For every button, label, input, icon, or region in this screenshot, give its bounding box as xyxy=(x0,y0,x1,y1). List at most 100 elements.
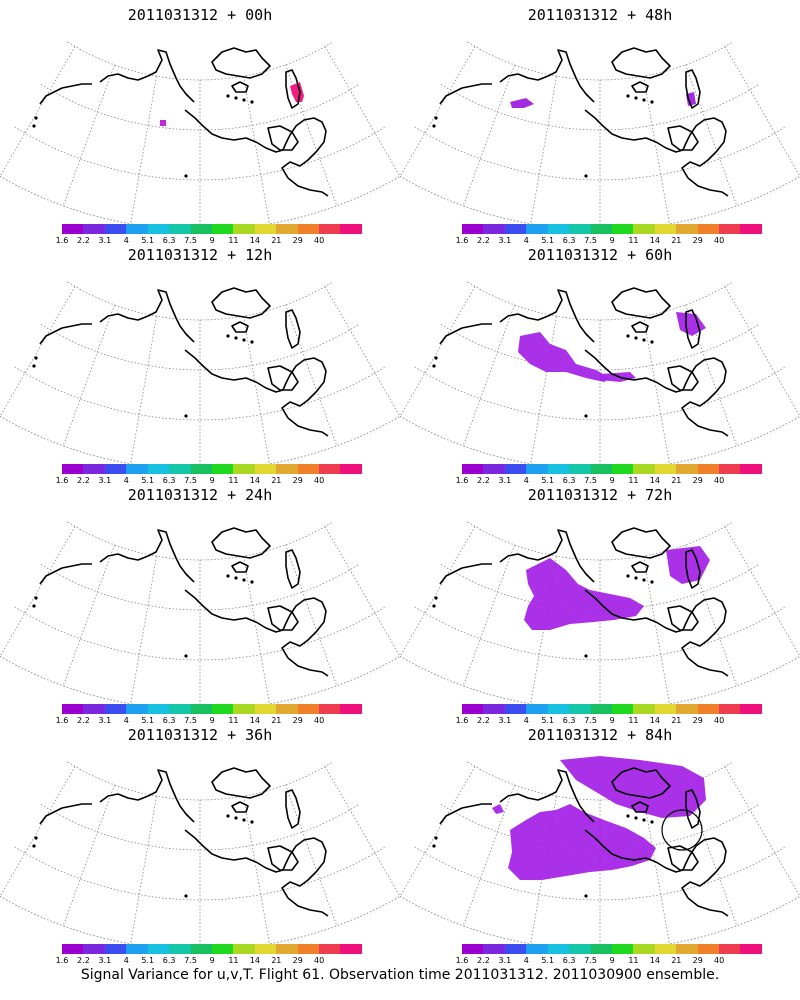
colorbar-swatch xyxy=(483,224,505,234)
colorbar-swatch xyxy=(233,704,255,714)
map-panel-24h: 2011031312 + 24h 1.6 2.2 3.1 4 5.1 6.3 7.5 9 11 1… xyxy=(0,480,400,725)
colorbar-tick-label: 9 xyxy=(209,476,215,485)
colorbar-swatch xyxy=(740,704,762,714)
colorbar-tick-label: 3.1 xyxy=(498,476,512,485)
colorbar-tick-label: 9 xyxy=(609,236,615,245)
colorbar-swatch xyxy=(104,944,127,954)
colorbar-swatch xyxy=(569,944,591,954)
coastline xyxy=(32,767,329,917)
colorbar-tick-label: 11 xyxy=(628,236,639,245)
colorbar-swatch xyxy=(297,944,320,954)
colorbar-tick-label: 1.6 xyxy=(455,476,469,485)
colorbar xyxy=(62,944,362,954)
colorbar-swatch xyxy=(169,224,191,234)
projection-grid xyxy=(0,281,400,465)
colorbar-swatch xyxy=(297,464,320,474)
colorbar-swatch xyxy=(62,704,84,714)
colorbar-tick-label: 3.1 xyxy=(498,236,512,245)
colorbar-tick-label: 29 xyxy=(692,476,703,485)
colorbar-swatch xyxy=(633,224,655,234)
colorbar-swatch xyxy=(611,704,634,714)
colorbar-tick-label: 3.1 xyxy=(98,236,112,245)
colorbar-swatch xyxy=(547,944,570,954)
colorbar-tick-label: 29 xyxy=(292,236,303,245)
colorbar-tick-label: 29 xyxy=(692,716,703,725)
colorbar-swatch xyxy=(190,224,212,234)
colorbar-swatch xyxy=(190,464,212,474)
colorbar-swatch xyxy=(654,224,677,234)
colorbar-swatch xyxy=(233,224,255,234)
colorbar-tick-label: 40 xyxy=(314,956,325,965)
colorbar-swatch xyxy=(319,944,341,954)
colorbar-swatch xyxy=(633,704,655,714)
colorbar-swatch xyxy=(654,704,677,714)
colorbar-swatch xyxy=(147,464,170,474)
polar-map xyxy=(400,41,800,225)
colorbar-tick-label: 11 xyxy=(628,956,639,965)
colorbar-swatch xyxy=(62,464,84,474)
colorbar-swatch xyxy=(62,944,84,954)
colorbar-swatch xyxy=(633,944,655,954)
colorbar-tick-label: 3.1 xyxy=(98,476,112,485)
colorbar-labels: 1.6 2.2 3.1 4 5.1 6.3 7.5 9 11 14 21 29 40 xyxy=(56,956,362,966)
map-panel-00h: 2011031312 + 00h 1.6 2.2 3.1 4 5.1 6.3 7.5 9 11 1… xyxy=(0,0,400,245)
colorbar-tick-label: 7.5 xyxy=(184,956,197,965)
colorbar-swatch xyxy=(676,704,698,714)
colorbar-tick-label: 1.6 xyxy=(455,956,469,965)
colorbar-tick-label: 4 xyxy=(123,476,129,485)
colorbar-tick-label: 3.1 xyxy=(498,716,512,725)
colorbar-swatch xyxy=(654,944,677,954)
colorbar-swatch xyxy=(719,224,741,234)
colorbar-tick-label: 40 xyxy=(314,716,325,725)
colorbar-tick-label: 2.2 xyxy=(77,956,90,965)
panel-title: 2011031312 + 72h xyxy=(527,486,673,504)
colorbar-tick-label: 5.1 xyxy=(541,956,555,965)
colorbar-tick-label: 40 xyxy=(314,236,325,245)
colorbar-swatch xyxy=(211,704,234,714)
coastline xyxy=(32,287,329,437)
colorbar-labels: 1.6 2.2 3.1 4 5.1 6.3 7.5 9 11 14 21 29 40 xyxy=(56,476,362,486)
projection-grid xyxy=(0,761,400,945)
colorbar-swatch xyxy=(462,464,484,474)
colorbar-swatch xyxy=(697,944,720,954)
colorbar-tick-label: 5.1 xyxy=(541,716,555,725)
colorbar-swatch xyxy=(169,464,191,474)
colorbar-swatch xyxy=(319,704,341,714)
colorbar-tick-label: 3.1 xyxy=(98,956,112,965)
map-panel-72h: 2011031312 + 72h 1.6 2.2 3.1 4 5.1 6.3 7.5 9 11 1… xyxy=(400,480,800,725)
colorbar-tick-label: 29 xyxy=(692,236,703,245)
colorbar-tick-label: 29 xyxy=(292,716,303,725)
colorbar-labels: 1.6 2.2 3.1 4 5.1 6.3 7.5 9 11 14 21 29 40 xyxy=(456,956,762,966)
colorbar-swatch xyxy=(483,944,505,954)
colorbar-tick-label: 21 xyxy=(271,716,282,725)
colorbar-swatch xyxy=(504,704,527,714)
colorbar-tick-label: 21 xyxy=(671,236,682,245)
colorbar-swatch xyxy=(126,704,148,714)
variance-shading xyxy=(510,92,696,108)
colorbar-tick-label: 11 xyxy=(628,476,639,485)
colorbar-swatch xyxy=(126,944,148,954)
colorbar-tick-label: 2.2 xyxy=(477,716,490,725)
colorbar xyxy=(462,944,762,954)
colorbar-tick-label: 3.1 xyxy=(498,956,512,965)
polar-map xyxy=(0,281,400,465)
colorbar-tick-label: 1.6 xyxy=(455,236,469,245)
colorbar-swatch xyxy=(483,704,505,714)
colorbar-tick-label: 9 xyxy=(609,716,615,725)
panel-title: 2011031312 + 12h xyxy=(127,246,273,264)
colorbar-tick-label: 4 xyxy=(123,956,129,965)
colorbar-swatch xyxy=(233,944,255,954)
colorbar-swatch xyxy=(340,224,362,234)
panel-title: 2011031312 + 00h xyxy=(127,6,273,24)
colorbar-tick-label: 9 xyxy=(209,716,215,725)
colorbar-swatch xyxy=(190,704,212,714)
colorbar-swatch xyxy=(590,464,612,474)
colorbar-swatch xyxy=(483,464,505,474)
colorbar-tick-label: 1.6 xyxy=(55,956,69,965)
colorbar-tick-label: 5.1 xyxy=(141,956,155,965)
colorbar-tick-label: 5.1 xyxy=(141,476,155,485)
colorbar-swatch xyxy=(569,704,591,714)
colorbar-swatch xyxy=(504,944,527,954)
colorbar-tick-label: 1.6 xyxy=(455,716,469,725)
colorbar-tick-label: 14 xyxy=(649,956,660,965)
